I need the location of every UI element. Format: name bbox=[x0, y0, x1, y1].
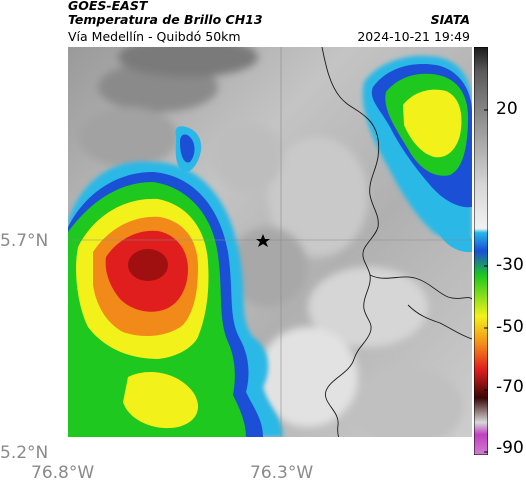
satellite-map bbox=[68, 47, 472, 455]
colorbar bbox=[474, 47, 488, 455]
gray-texture bbox=[78, 47, 463, 447]
storm-cell-north bbox=[175, 126, 202, 173]
route-subtitle: Vía Medellín - Quibdó 50km bbox=[68, 29, 241, 44]
product-title: Temperatura de Brillo CH13 bbox=[68, 12, 263, 27]
lon-label-76-3: 76.3°W bbox=[250, 463, 314, 483]
lat-label-5-7: 5.7°N bbox=[0, 231, 49, 251]
storm-cell-west bbox=[68, 161, 283, 437]
timestamp-label: 2024-10-21 19:49 bbox=[357, 29, 470, 44]
no-data-strip bbox=[68, 437, 472, 455]
lat-label-5-2: 5.2°N bbox=[0, 443, 49, 463]
star-icon bbox=[256, 234, 270, 247]
colorbar-fill bbox=[474, 47, 488, 455]
lon-label-76-8: 76.8°W bbox=[31, 463, 95, 483]
satellite-title: GOES-EAST bbox=[68, 0, 148, 13]
admin-borders bbox=[321, 47, 472, 455]
organization-label: SIATA bbox=[430, 12, 470, 27]
colorbar-label-minus-30: -30 bbox=[496, 255, 524, 275]
colorbar-label-minus-50: -50 bbox=[496, 317, 524, 337]
storm-cell-northeast bbox=[362, 55, 472, 240]
colorbar-label-minus-70: -70 bbox=[496, 377, 524, 397]
colorbar-label-minus-90: -90 bbox=[496, 438, 524, 458]
colorbar-label-20: 20 bbox=[496, 99, 518, 119]
